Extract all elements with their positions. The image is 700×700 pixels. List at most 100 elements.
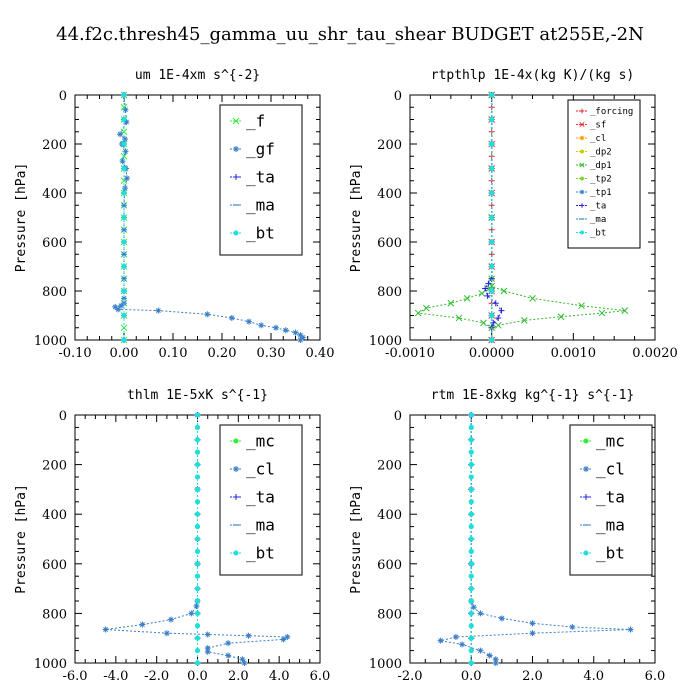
data-point	[495, 314, 502, 321]
data-point	[115, 306, 122, 313]
y-tick-label: 200	[42, 459, 67, 474]
data-point	[194, 536, 201, 542]
data-point	[245, 632, 252, 639]
series-line	[416, 95, 625, 329]
data-point	[122, 106, 129, 113]
data-point	[194, 511, 201, 517]
data-point	[489, 165, 495, 172]
data-point	[447, 299, 455, 307]
data-point	[245, 318, 252, 325]
data-point	[478, 290, 486, 297]
data-point	[121, 239, 127, 245]
data-point	[121, 288, 127, 294]
x-tick-label: 0.0	[461, 669, 482, 684]
data-point	[121, 226, 127, 233]
y-tick-label: 0	[394, 89, 402, 104]
data-point	[489, 312, 495, 319]
data-point	[292, 329, 299, 336]
data-point	[468, 610, 474, 616]
data-point	[121, 190, 127, 196]
legend: _forcing _sf _cl _dp2 _dp1 _tp2 _tp1 _ta _ma _bt	[567, 99, 641, 249]
x-tick-label: 0.0020	[632, 346, 678, 361]
data-point	[121, 141, 127, 147]
legend-label: _ma	[246, 516, 275, 535]
data-point	[459, 641, 466, 648]
legend-marker	[232, 117, 240, 125]
data-point	[282, 327, 289, 334]
data-point	[194, 548, 201, 554]
legend-label: _ma	[246, 196, 275, 215]
data-point	[468, 561, 474, 567]
data-point	[121, 275, 127, 282]
data-point	[489, 92, 495, 98]
data-point	[194, 586, 201, 592]
legend-marker	[233, 550, 239, 556]
x-tick-label: 6.0	[310, 669, 331, 684]
data-point	[529, 620, 536, 627]
legend-label: _bt	[596, 544, 625, 563]
data-point	[627, 626, 634, 633]
legend-marker	[579, 108, 585, 114]
data-point	[468, 524, 474, 530]
data-point	[468, 486, 474, 492]
data-point	[468, 623, 474, 629]
data-point	[482, 285, 489, 292]
data-point	[121, 295, 127, 302]
data-point	[204, 648, 211, 655]
legend-marker	[579, 203, 585, 208]
data-point	[123, 118, 130, 125]
y-tick-label: 600	[42, 236, 67, 251]
data-point	[121, 136, 128, 143]
data-point	[122, 148, 129, 155]
data-point	[297, 337, 304, 343]
data-point	[470, 604, 477, 611]
data-point	[121, 214, 127, 221]
data-point	[194, 462, 201, 468]
y-tick-label: 1000	[369, 334, 402, 349]
data-point	[529, 294, 536, 302]
data-point	[225, 640, 232, 647]
data-point	[121, 165, 127, 172]
y-tick-label: 800	[42, 285, 67, 300]
data-point	[486, 652, 493, 659]
data-point	[468, 648, 474, 654]
data-point	[228, 314, 235, 321]
panel-1: um 1E-4xm s^{-2} Pressure [hPa] -0.10 0.00 0…	[14, 68, 334, 361]
data-point	[520, 317, 528, 324]
y-tick-label: 1000	[34, 334, 67, 349]
legend-label: _ta	[596, 488, 625, 507]
data-point	[485, 280, 492, 287]
data-point	[468, 437, 474, 443]
data-point	[188, 610, 195, 617]
legend-label: _gf	[246, 140, 275, 159]
data-point	[598, 309, 606, 317]
x-tick-label: -0.10	[58, 346, 91, 361]
data-point	[258, 322, 265, 329]
data-point	[299, 334, 306, 341]
data-point	[112, 303, 119, 310]
legend-label: _ma	[590, 215, 606, 225]
data-point	[194, 573, 201, 579]
x-tick-label: -6.0	[62, 669, 87, 684]
data-point	[489, 239, 495, 245]
legend: _mc _cl _ta _ma _bt	[569, 424, 653, 576]
legend-label: _bt	[590, 229, 606, 239]
legend-label: _mc	[246, 432, 275, 451]
y-tick-label: 200	[42, 138, 67, 153]
data-point	[477, 647, 484, 654]
data-point	[121, 116, 127, 123]
data-point	[468, 499, 474, 505]
x-tick-label: 4.0	[269, 669, 290, 684]
y-tick-label: 600	[42, 558, 67, 573]
legend-label: _cl	[590, 134, 606, 144]
legend-label: _cl	[246, 460, 275, 479]
legend-marker	[233, 230, 239, 236]
data-point	[239, 656, 246, 663]
data-point	[121, 202, 127, 209]
x-tick-label: 0.00	[110, 346, 139, 361]
y-tick-label: 200	[377, 459, 402, 474]
data-point	[194, 635, 201, 641]
legend-marker	[583, 494, 589, 500]
data-point	[489, 263, 495, 270]
data-point	[121, 251, 127, 258]
